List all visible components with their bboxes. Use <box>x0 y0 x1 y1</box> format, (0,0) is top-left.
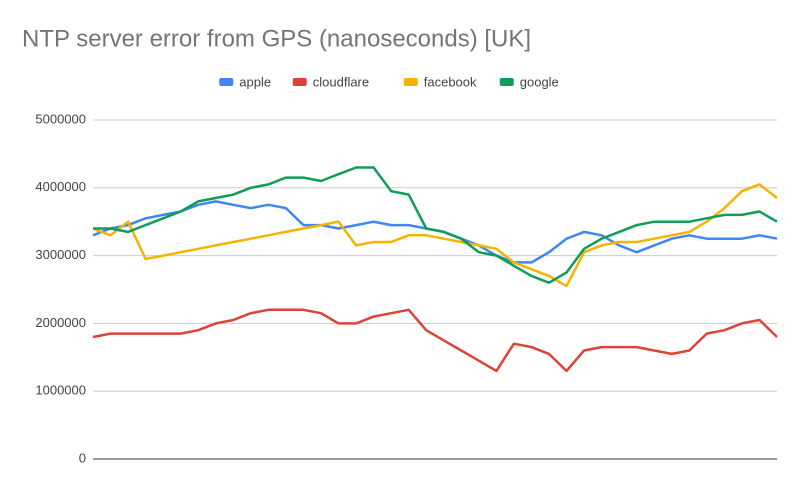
y-tick-label: 5000000 <box>35 111 86 126</box>
series-line <box>92 308 778 373</box>
y-tick-label: 4000000 <box>35 179 86 194</box>
legend-label: cloudflare <box>313 74 369 89</box>
legend-swatch <box>499 78 514 86</box>
y-tick-label: 2000000 <box>35 315 86 330</box>
series-line <box>92 183 778 288</box>
series-line <box>92 200 778 264</box>
legend-label: google <box>520 74 559 89</box>
legend-label: apple <box>239 74 271 89</box>
legend-swatch <box>219 78 234 86</box>
series-line <box>93 166 778 284</box>
y-tick-label: 0 <box>79 450 86 465</box>
chart-title: NTP server error from GPS (nanoseconds) … <box>22 25 531 52</box>
legend-swatch <box>403 78 418 86</box>
legend-swatch <box>292 78 307 86</box>
legend-label: facebook <box>424 74 477 89</box>
y-tick-label: 1000000 <box>35 383 86 398</box>
y-tick-label: 3000000 <box>35 247 86 262</box>
